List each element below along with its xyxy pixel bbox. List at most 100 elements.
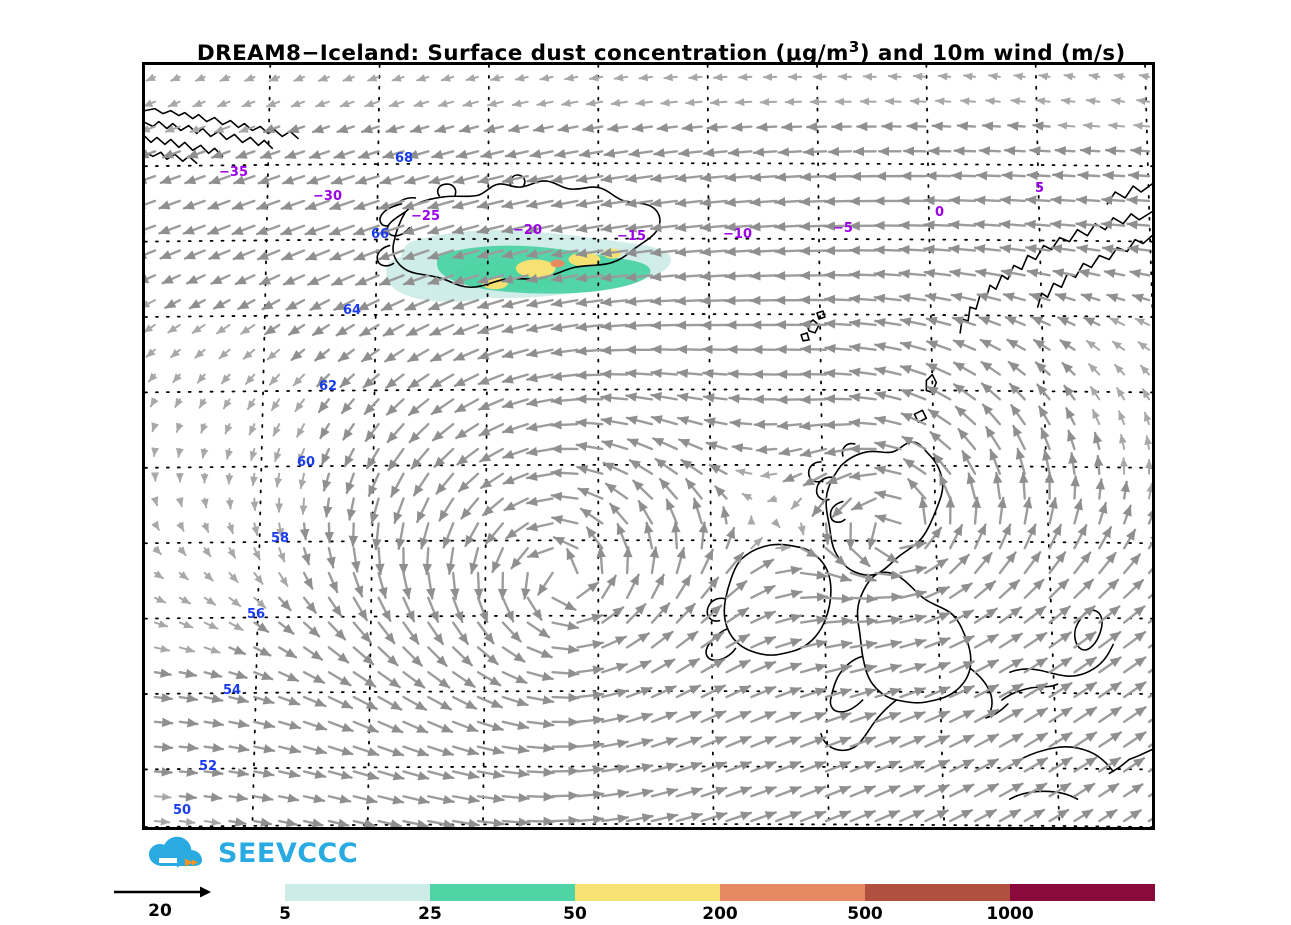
wind-vector — [525, 446, 554, 457]
wind-vector — [1035, 97, 1051, 106]
wind-vector — [427, 274, 455, 285]
wind-vector — [1118, 410, 1126, 426]
meridian-5 — [1144, 65, 1152, 323]
wind-vector — [950, 292, 977, 302]
coast-scotland-lewis — [841, 442, 856, 457]
wind-vector — [1010, 403, 1026, 426]
wind-vector — [774, 246, 803, 256]
wind-vector — [625, 247, 654, 258]
wind-vector — [777, 147, 803, 157]
wind-vector — [501, 768, 530, 779]
wind-vector — [848, 269, 877, 280]
wind-vector — [949, 553, 970, 575]
wind-vector — [750, 537, 763, 550]
wind-vector — [749, 246, 778, 257]
wind-vector — [182, 224, 206, 235]
wind-vector — [887, 72, 902, 81]
wind-vector — [251, 522, 260, 536]
wind-vector — [724, 295, 753, 306]
wind-vector — [526, 323, 554, 333]
wind-vector — [575, 223, 604, 234]
wind-vector — [352, 770, 380, 781]
wind-vector — [713, 73, 728, 82]
wind-vector — [774, 221, 803, 232]
wind-vector — [184, 174, 206, 185]
wind-vector — [451, 224, 480, 235]
wind-vector — [375, 547, 385, 576]
wind-vector — [1138, 72, 1151, 81]
wind-vector — [327, 671, 352, 687]
wind-vector — [521, 571, 531, 600]
wind-vector — [384, 348, 405, 363]
wind-vector — [210, 274, 231, 285]
wind-vector — [978, 316, 1002, 327]
wind-vector — [600, 223, 629, 233]
wind-vector — [678, 147, 703, 158]
wind-vector — [1048, 631, 1072, 649]
wind-vector — [601, 574, 617, 599]
wind-vector — [1075, 219, 1101, 230]
wind-vector — [203, 646, 221, 654]
meridian-0 — [1034, 65, 1061, 827]
wind-vector — [613, 73, 629, 82]
wind-vector — [477, 373, 505, 386]
wind-vector — [159, 174, 181, 185]
wind-vector — [200, 423, 209, 434]
wind-vector — [850, 497, 877, 511]
wind-vector — [218, 348, 231, 360]
wind-vector — [675, 344, 703, 355]
wind-vector — [1127, 244, 1151, 254]
wind-vector — [307, 274, 331, 286]
wind-vector — [924, 558, 949, 575]
wind-vector — [174, 397, 183, 408]
wind-vector — [1054, 292, 1076, 302]
wind-vector — [526, 792, 555, 802]
wind-vector — [827, 146, 852, 157]
wind-vector — [526, 719, 555, 729]
coast-ireland-west — [706, 597, 727, 622]
wind-vector — [1085, 339, 1101, 351]
wind-vector — [625, 272, 654, 282]
wind-vector — [1126, 219, 1151, 230]
wind-vector — [302, 671, 326, 685]
wind-vector — [1032, 338, 1051, 351]
wind-vector — [724, 246, 753, 257]
wind-vector — [427, 745, 455, 757]
wind-vector — [1098, 578, 1120, 599]
wind-vector — [210, 149, 231, 159]
wind-vector — [1023, 757, 1049, 773]
wind-vector — [235, 149, 256, 159]
wind-vector — [824, 171, 852, 182]
wind-vector — [242, 348, 256, 360]
wind-vector — [735, 468, 753, 477]
wind-vector — [725, 684, 752, 699]
wind-vector — [734, 98, 753, 107]
wind-vector — [802, 472, 828, 487]
wind-vector — [658, 477, 679, 500]
wind-vector — [714, 485, 728, 500]
wind-vector — [600, 272, 629, 283]
wind-vector — [454, 398, 480, 414]
wind-vector — [984, 425, 1002, 451]
wind-vector — [924, 686, 951, 699]
wind-vector — [899, 759, 926, 773]
wind-vector — [1024, 219, 1051, 230]
wind-vector — [151, 520, 160, 531]
wind-vector — [402, 695, 428, 711]
wind-vector — [391, 74, 405, 82]
wind-vector — [551, 644, 580, 654]
wind-vector — [178, 668, 198, 679]
wind-vector — [700, 576, 720, 599]
wind-vector — [575, 273, 604, 283]
wind-vector — [185, 274, 206, 285]
wind-vector — [1004, 316, 1026, 327]
wind-vector — [510, 547, 529, 570]
wind-vector — [281, 249, 306, 261]
wind-vector — [429, 323, 455, 337]
wind-vector — [979, 338, 1002, 351]
wind-vector — [899, 365, 927, 376]
wind-vector — [170, 348, 181, 359]
wind-vector — [170, 73, 181, 82]
wind-vector — [980, 360, 1002, 376]
wind-vector — [1122, 578, 1145, 599]
